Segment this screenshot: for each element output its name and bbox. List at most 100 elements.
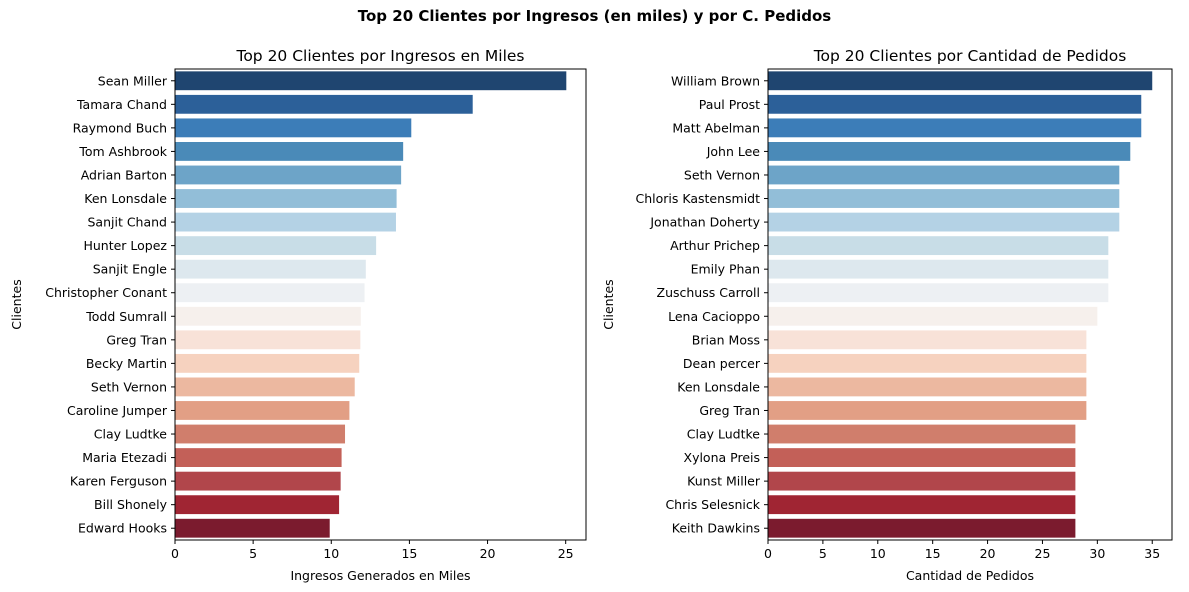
revenue-bar [175,165,402,185]
orders-bar [768,189,1120,208]
revenue-bar [175,142,404,161]
orders-bar [768,142,1131,161]
orders-y-tick-label: Keith Dawkins [672,521,760,536]
revenue-chart-title: Top 20 Clientes por Ingresos en Miles [235,47,524,65]
orders-x-axis-label: Cantidad de Pedidos [906,568,1034,583]
revenue-bar [175,353,360,373]
orders-y-tick-label: Paul Prost [699,97,760,112]
revenue-bar [175,259,366,279]
revenue-y-tick-label: Hunter Lopez [83,238,167,253]
revenue-x-axis-label: Ingresos Generados en Miles [290,568,470,583]
revenue-y-tick-label: Karen Ferguson [70,474,167,489]
orders-bar [768,330,1087,350]
revenue-y-tick-label: Clay Ludtke [94,427,168,442]
revenue-bar [175,330,361,350]
orders-bar [768,236,1109,256]
orders-bar [768,283,1109,303]
orders-y-tick-label: Chloris Kastensmidt [635,191,760,206]
revenue-bar [175,401,350,420]
revenue-bar [175,71,567,91]
orders-bar [768,401,1087,420]
orders-bar [768,306,1098,326]
orders-y-tick-label: Zuschuss Carroll [657,285,760,300]
revenue-y-tick-label: Bill Shonely [94,497,168,512]
orders-bar [768,377,1087,397]
revenue-bar [175,189,397,208]
orders-y-tick-label: Brian Moss [692,332,760,347]
figure-title: Top 20 Clientes por Ingresos (en miles) … [357,7,832,25]
orders-bar [768,353,1087,373]
orders-bar [768,424,1076,444]
orders-bar [768,118,1142,138]
orders-bar [768,471,1076,491]
revenue-y-tick-label: Tamara Chand [76,97,167,112]
revenue-bar [175,306,361,326]
orders-y-tick-label: Chris Selesnick [665,497,760,512]
orders-x-tick-label: 30 [1089,546,1105,561]
revenue-y-axis-label: Clientes [9,279,24,329]
revenue-y-tick-label: Caroline Jumper [67,403,168,418]
revenue-y-tick-label: Todd Sumrall [85,309,167,324]
revenue-bar [175,118,412,138]
revenue-y-tick-label: Adrian Barton [81,167,167,182]
orders-x-tick-label: 35 [1144,546,1160,561]
orders-y-tick-label: Seth Vernon [684,167,760,182]
revenue-x-tick-label: 25 [558,546,574,561]
orders-y-tick-label: Lena Cacioppo [668,309,760,324]
revenue-bar [175,236,377,256]
orders-chart-title: Top 20 Clientes por Cantidad de Pedidos [813,47,1127,65]
revenue-bar [175,495,340,515]
orders-plot-frame [767,68,1173,541]
revenue-x-tick-label: 15 [401,546,417,561]
revenue-bar [175,424,346,444]
orders-y-tick-label: Arthur Prichep [670,238,760,253]
revenue-y-tick-label: Tom Ashbrook [78,144,167,159]
orders-y-tick-label: Greg Tran [699,403,760,418]
orders-y-tick-label: Clay Ludtke [687,427,761,442]
revenue-y-tick-label: Ken Lonsdale [84,191,167,206]
orders-bar [768,94,1142,114]
revenue-y-tick-label: Raymond Buch [73,120,167,135]
orders-y-axis-label: Clientes [601,279,616,329]
revenue-y-tick-label: Sean Miller [98,73,168,88]
orders-bar [768,495,1076,515]
orders-y-tick-label: Emily Phan [691,262,760,277]
revenue-bar [175,448,342,467]
revenue-bar [175,377,355,397]
orders-y-tick-label: Xylona Preis [684,450,761,465]
revenue-x-tick-label: 10 [323,546,339,561]
orders-y-tick-label: Kunst Miller [687,474,761,489]
revenue-bar [175,212,396,232]
revenue-y-tick-label: Becky Martin [86,356,167,371]
revenue-plot-frame [174,68,587,541]
orders-x-tick-label: 20 [980,546,996,561]
orders-x-tick-label: 15 [925,546,941,561]
orders-y-tick-label: John Lee [706,144,761,159]
revenue-y-tick-label: Sanjit Engle [93,262,168,277]
revenue-y-tick-label: Seth Vernon [91,379,167,394]
orders-bar [768,448,1076,467]
orders-bar [768,71,1153,91]
orders-bar [768,165,1120,185]
orders-x-tick-label: 5 [819,546,827,561]
orders-y-tick-label: Dean percer [683,356,761,371]
revenue-y-tick-label: Edward Hooks [78,521,167,536]
revenue-bar [175,518,330,538]
revenue-y-tick-label: Sanjit Chand [87,215,167,230]
revenue-y-tick-label: Maria Etezadi [82,450,167,465]
revenue-bar [175,94,473,114]
orders-y-tick-label: Ken Lonsdale [677,379,760,394]
revenue-bar [175,471,341,491]
orders-x-tick-label: 25 [1035,546,1051,561]
revenue-x-tick-label: 0 [171,546,179,561]
revenue-y-tick-label: Greg Tran [106,332,167,347]
orders-y-tick-label: Jonathan Doherty [649,215,760,230]
revenue-y-tick-label: Christopher Conant [45,285,167,300]
orders-x-tick-label: 10 [870,546,886,561]
orders-bar [768,212,1120,232]
revenue-x-tick-label: 5 [249,546,257,561]
orders-bar [768,518,1076,538]
orders-x-tick-label: 0 [764,546,772,561]
orders-bar [768,259,1109,279]
